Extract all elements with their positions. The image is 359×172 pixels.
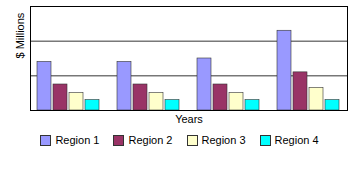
svg-text:$ Millions: $ Millions [14, 12, 26, 58]
html-text:Region 2: Region 2 [128, 134, 173, 146]
svg-text:Years: Years [175, 113, 203, 125]
html-text:Region 3: Region 3 [201, 134, 246, 146]
html-text:Region 4: Region 4 [274, 134, 319, 146]
html-text:Region 1: Region 1 [55, 134, 100, 146]
